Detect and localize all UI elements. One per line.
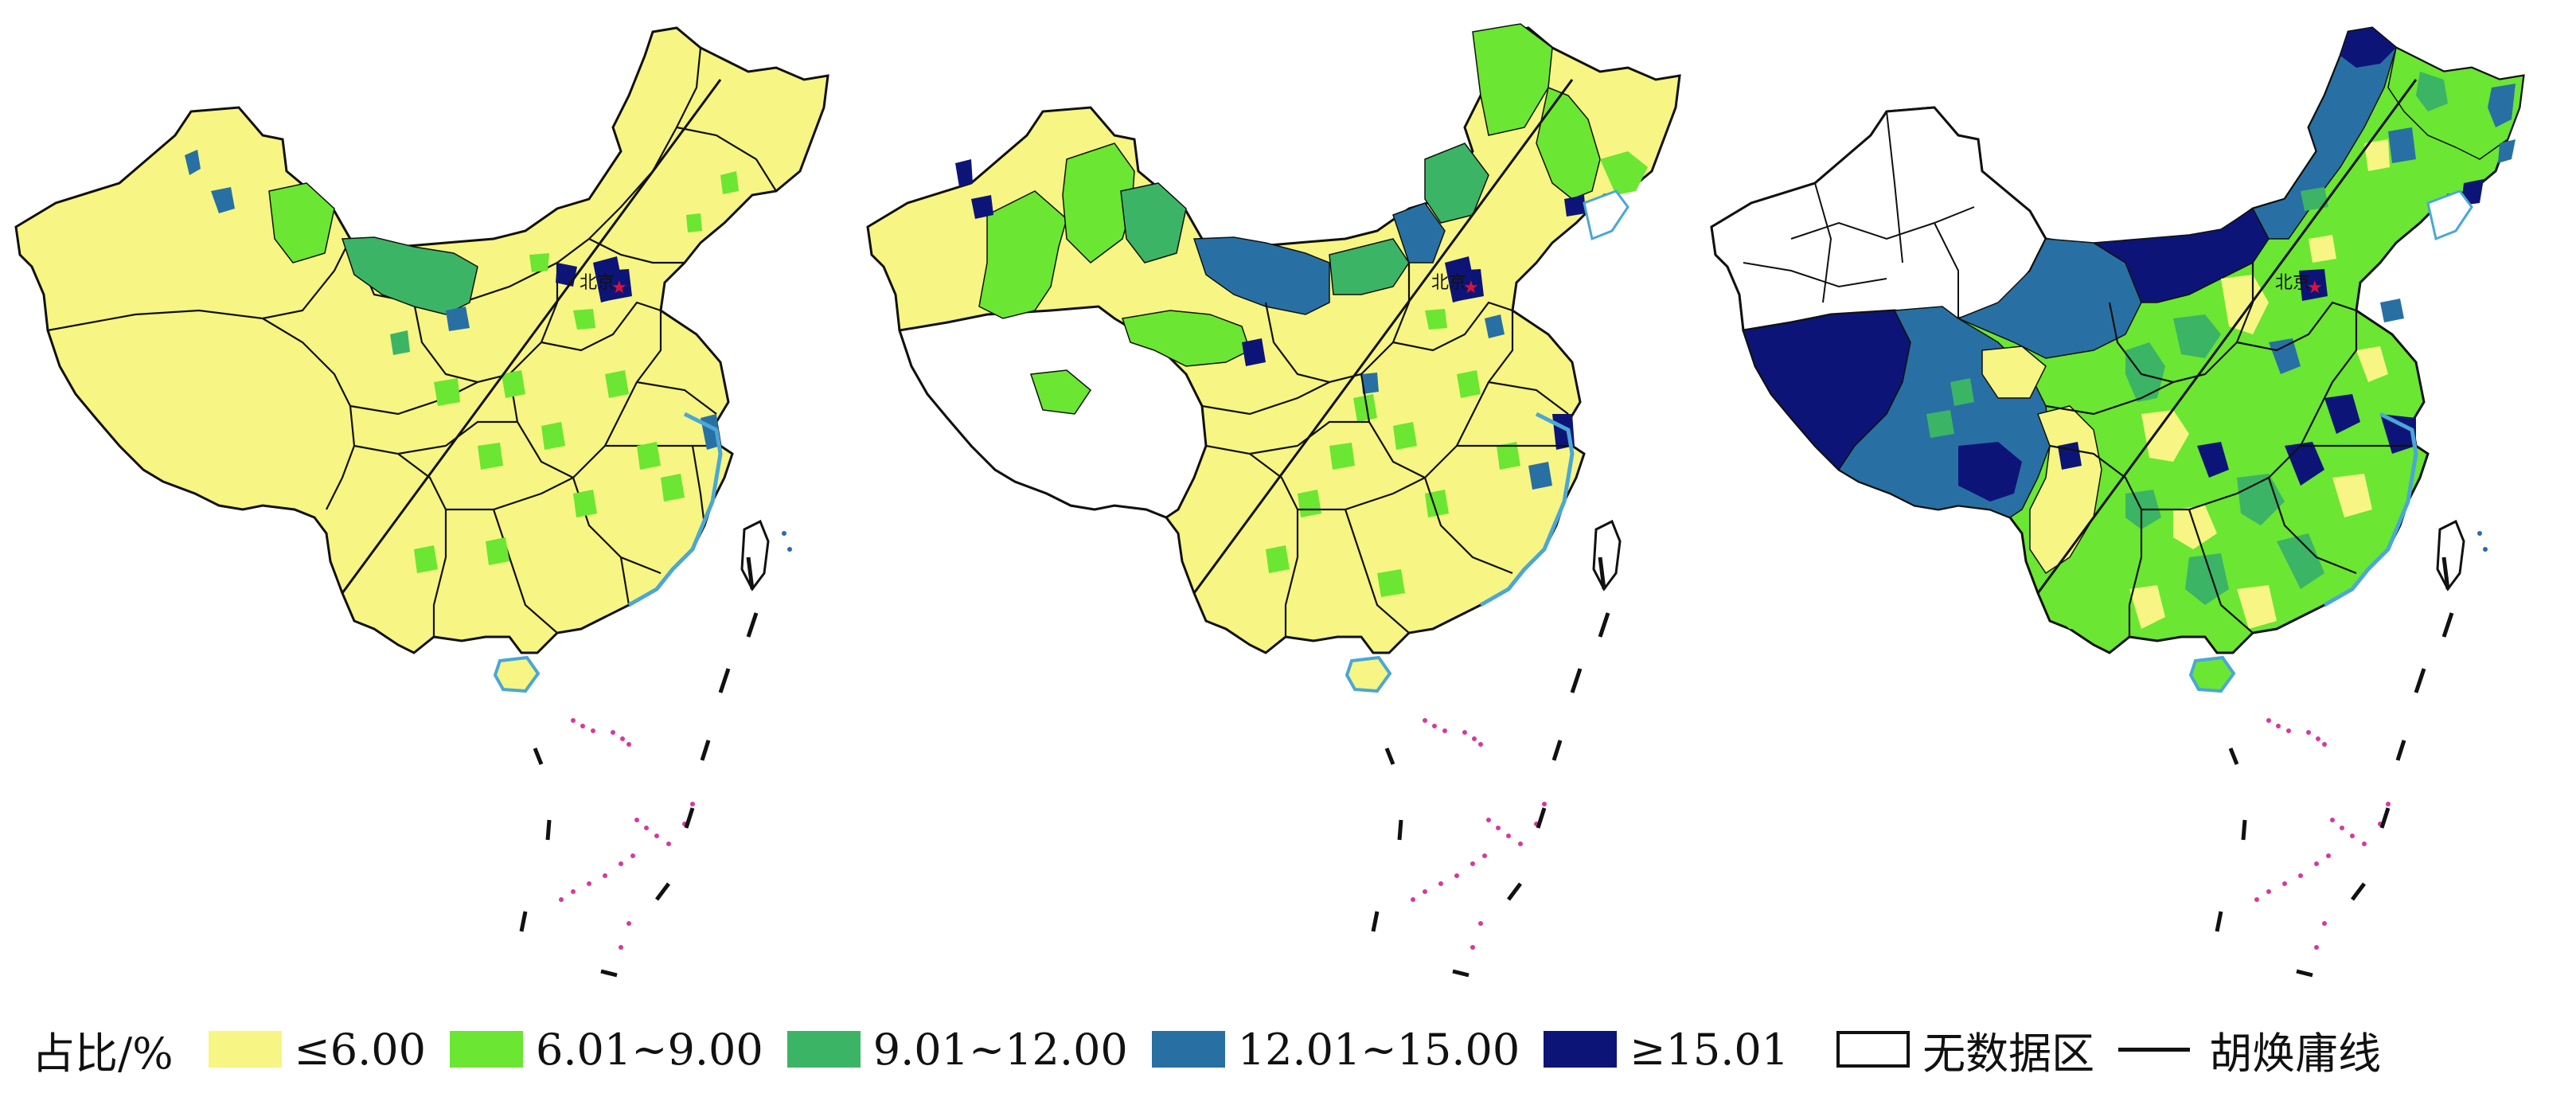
beijing-marker: 北京 ★: [2275, 269, 2328, 301]
legend-label-5: ≥15.01: [1630, 1024, 1790, 1075]
legend-label-huline: 胡焕庸线: [2209, 1028, 2382, 1079]
legend-item-3: 9.01~12.00: [786, 1024, 1128, 1075]
legend-label-3: 9.01~12.00: [872, 1024, 1128, 1075]
province-borders: [1201, 263, 1572, 637]
nine-dash-line: [1371, 556, 1610, 978]
capital-label: 北京: [580, 273, 615, 293]
hu-line: [2036, 79, 2418, 594]
south-china-sea-islands: [1411, 718, 1547, 950]
legend-item-nodata: 无数据区: [1836, 1018, 2094, 1081]
legend-item-huline: 胡焕庸线: [2118, 1018, 2381, 1081]
legend-item-2: 6.01~9.00: [450, 1025, 763, 1075]
legend-label-nodata: 无数据区: [1922, 1028, 2095, 1079]
capital-label: 北京: [1431, 273, 1466, 293]
legend-line-swatch: [2118, 1047, 2191, 1052]
legend-swatch-2: [450, 1031, 523, 1068]
hu-line: [1192, 79, 1574, 594]
legend-item-4: 12.01~15.00: [1151, 1024, 1520, 1075]
legend-title: 占比/%: [32, 1028, 174, 1079]
map-panel-1: 北京 ★: [14, 26, 829, 978]
capital-star-icon: ★: [611, 278, 627, 298]
capital-star-icon: ★: [1463, 278, 1479, 298]
legend-label-2: 6.01~9.00: [536, 1024, 763, 1075]
province-borders: [2045, 263, 2416, 637]
capital-label: 北京: [2275, 273, 2310, 293]
beijing-marker: 北京 ★: [1431, 269, 1484, 301]
hu-line: [341, 79, 722, 594]
map-panel-3: 北京 ★: [1710, 26, 2525, 978]
south-china-sea-islands: [559, 718, 695, 950]
legend-swatch-nodata: [1836, 1031, 1911, 1068]
beijing-marker: 北京 ★: [580, 269, 632, 301]
map-legend: 占比/% ≤6.00 6.01~9.00 9.01~12.00 12.01~15…: [32, 1017, 2405, 1081]
legend-label-1: ≤6.00: [294, 1024, 426, 1075]
legend-swatch-5: [1544, 1031, 1618, 1068]
legend-label-4: 12.01~15.00: [1237, 1024, 1520, 1075]
legend-swatch-3: [786, 1031, 861, 1068]
nine-dash-line: [2215, 556, 2454, 978]
nine-dash-line: [519, 556, 759, 978]
south-china-sea-islands: [2254, 718, 2391, 950]
legend-swatch-1: [208, 1031, 282, 1068]
map-panel-2: 北京 ★: [866, 23, 1681, 978]
maps-figure: 北京 ★: [14, 23, 2525, 978]
capital-star-icon: ★: [2307, 278, 2323, 298]
legend-item-1: ≤6.00: [208, 1024, 426, 1075]
legend-item-5: ≥15.01: [1544, 1025, 1789, 1075]
legend-swatch-4: [1151, 1031, 1225, 1068]
